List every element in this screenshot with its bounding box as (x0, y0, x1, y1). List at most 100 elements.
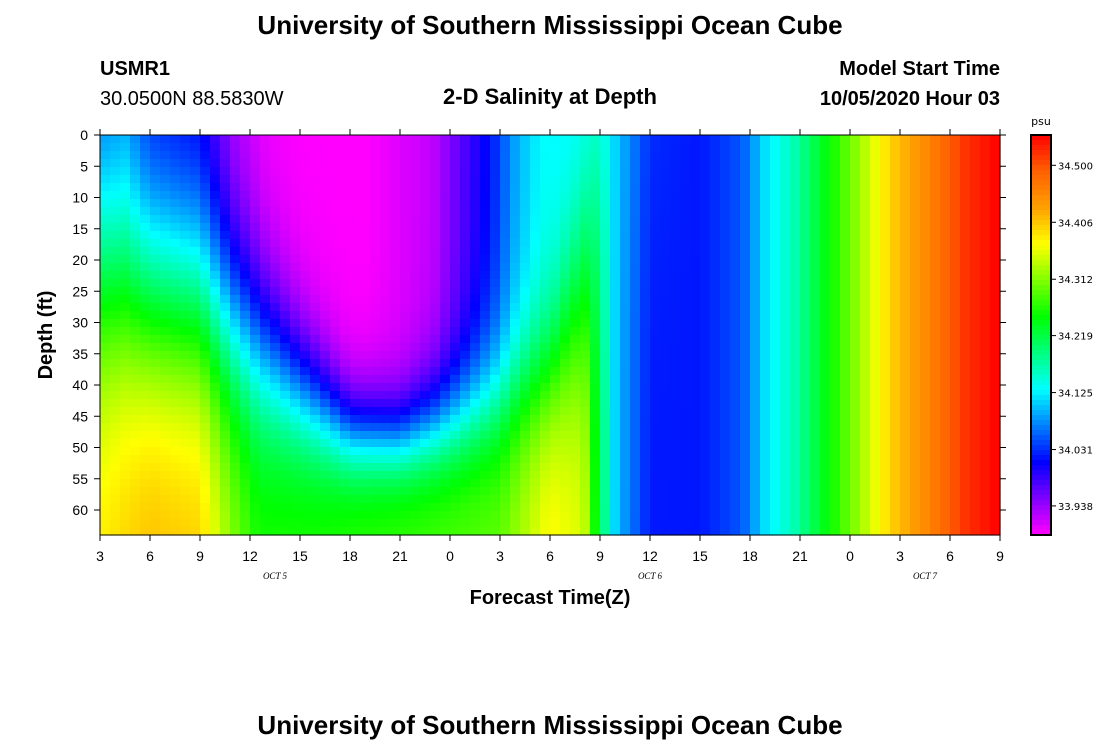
heatmap-cell (480, 359, 491, 368)
heatmap-cell (440, 175, 451, 184)
heatmap-cell (610, 327, 621, 336)
heatmap-cell (280, 439, 291, 448)
heatmap-cell (820, 335, 831, 344)
heatmap-cell (170, 271, 181, 280)
heatmap-cell (650, 255, 661, 264)
heatmap-cell (260, 183, 271, 192)
heatmap-cell (250, 175, 261, 184)
heatmap-cell (610, 367, 621, 376)
heatmap-cell (690, 135, 701, 144)
heatmap-cell (880, 479, 891, 488)
heatmap-cell (800, 159, 811, 168)
heatmap-cell (240, 247, 251, 256)
heatmap-cell (370, 351, 381, 360)
heatmap-cell (140, 503, 151, 512)
heatmap-cell (300, 295, 311, 304)
heatmap-cell (500, 431, 511, 440)
heatmap-cell (530, 199, 541, 208)
heatmap-cell (650, 455, 661, 464)
heatmap-cell (620, 247, 631, 256)
heatmap-cell (580, 527, 591, 536)
heatmap-cell (190, 367, 201, 376)
heatmap-cell (150, 343, 161, 352)
heatmap-cell (660, 319, 671, 328)
heatmap-cell (770, 455, 781, 464)
heatmap-cell (910, 199, 921, 208)
heatmap-cell (110, 271, 121, 280)
heatmap-cell (920, 215, 931, 224)
heatmap-cell (110, 223, 121, 232)
heatmap-cell (460, 247, 471, 256)
heatmap-cell (660, 295, 671, 304)
heatmap-cell (580, 319, 591, 328)
heatmap-cell (490, 151, 501, 160)
heatmap-cell (810, 199, 821, 208)
heatmap-cell (790, 247, 801, 256)
heatmap-cell (650, 191, 661, 200)
heatmap-cell (770, 487, 781, 496)
heatmap-cell (500, 287, 511, 296)
heatmap-cell (750, 135, 761, 144)
heatmap-cell (450, 327, 461, 336)
heatmap-cell (320, 511, 331, 520)
heatmap-cell (120, 159, 131, 168)
heatmap-cell (840, 175, 851, 184)
heatmap-cell (250, 311, 261, 320)
heatmap-cell (830, 471, 841, 480)
heatmap-cell (680, 423, 691, 432)
heatmap-cell (480, 455, 491, 464)
heatmap-cell (210, 239, 221, 248)
heatmap-cell (460, 175, 471, 184)
heatmap-cell (480, 343, 491, 352)
heatmap-cell (520, 479, 531, 488)
heatmap-cell (230, 159, 241, 168)
heatmap-cell (250, 383, 261, 392)
heatmap-cell (760, 511, 771, 520)
heatmap-cell (150, 399, 161, 408)
heatmap-cell (720, 335, 731, 344)
heatmap-cell (250, 183, 261, 192)
heatmap-cell (570, 143, 581, 152)
heatmap-cell (880, 495, 891, 504)
heatmap-cell (750, 479, 761, 488)
heatmap-cell (760, 343, 771, 352)
heatmap-cell (420, 263, 431, 272)
heatmap-cell (470, 215, 481, 224)
heatmap-cell (550, 183, 561, 192)
heatmap-cell (270, 279, 281, 288)
heatmap-cell (570, 239, 581, 248)
heatmap-cell (160, 207, 171, 216)
heatmap-cell (260, 239, 271, 248)
heatmap-cell (410, 303, 421, 312)
heatmap-cell (810, 295, 821, 304)
heatmap-cell (340, 511, 351, 520)
heatmap-cell (100, 447, 111, 456)
heatmap-cell (920, 255, 931, 264)
heatmap-cell (500, 399, 511, 408)
heatmap-cell (620, 471, 631, 480)
heatmap-cell (980, 279, 991, 288)
heatmap-cell (690, 335, 701, 344)
heatmap-cell (470, 247, 481, 256)
heatmap-cell (480, 375, 491, 384)
heatmap-cell (530, 359, 541, 368)
heatmap-cell (360, 231, 371, 240)
heatmap-cell (430, 295, 441, 304)
heatmap-cell (110, 287, 121, 296)
heatmap-cell (190, 351, 201, 360)
heatmap-cell (950, 295, 961, 304)
heatmap-cell (200, 199, 211, 208)
heatmap-cell (470, 335, 481, 344)
heatmap-cell (130, 487, 141, 496)
heatmap-cell (440, 255, 451, 264)
heatmap-cell (330, 447, 341, 456)
heatmap-cell (290, 231, 301, 240)
heatmap-cell (640, 239, 651, 248)
heatmap-cell (960, 527, 971, 536)
heatmap-cell (880, 447, 891, 456)
heatmap-cell (330, 463, 341, 472)
heatmap-cell (950, 463, 961, 472)
heatmap-cell (210, 439, 221, 448)
heatmap-cell (420, 223, 431, 232)
heatmap-cell (400, 511, 411, 520)
